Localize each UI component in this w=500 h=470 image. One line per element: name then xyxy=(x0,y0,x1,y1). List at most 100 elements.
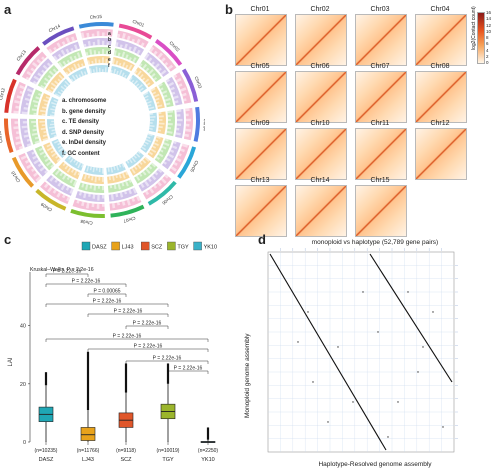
track-variation xyxy=(154,171,159,176)
legend-gene-density: b. gene density xyxy=(62,108,106,115)
track-variation xyxy=(101,203,105,207)
scattered-gene-pair xyxy=(432,311,434,313)
track-variation xyxy=(46,143,52,148)
track-variation xyxy=(102,49,105,55)
ring-letter-f: f xyxy=(108,63,110,70)
track-variation xyxy=(121,72,125,77)
track-variation xyxy=(44,77,50,82)
track-variation xyxy=(53,99,58,103)
track-variation xyxy=(52,189,57,194)
track-variation xyxy=(112,175,115,181)
track-variation xyxy=(131,38,135,43)
track-variation xyxy=(41,124,46,127)
track-arc xyxy=(51,138,68,158)
track-variation xyxy=(118,62,122,67)
track-variation xyxy=(112,58,116,65)
track-variation xyxy=(24,130,29,133)
track-arc xyxy=(68,67,88,83)
track-variation xyxy=(142,144,146,147)
track-variation xyxy=(139,87,144,92)
track-variation xyxy=(30,67,35,72)
comparison-p-value: P = 2.22e-16 xyxy=(134,344,163,350)
track-variation xyxy=(83,71,87,76)
track-variation xyxy=(128,64,133,71)
track-variation xyxy=(147,57,153,63)
track-variation xyxy=(151,61,155,66)
track-variation xyxy=(157,129,161,132)
track-variation xyxy=(89,49,93,56)
track-variation xyxy=(58,74,64,80)
track-variation xyxy=(136,195,141,202)
chromosome-label-Chr04: Chr04 xyxy=(202,118,205,131)
track-variation xyxy=(131,157,137,163)
track-variation xyxy=(46,161,52,167)
legend-label-TGY: TGY xyxy=(177,245,189,251)
track-variation xyxy=(58,62,64,68)
track-variation xyxy=(158,153,164,158)
comparison-bracket xyxy=(125,325,169,329)
count-YK10: (n=2250) xyxy=(198,448,218,454)
track-variation xyxy=(83,174,87,180)
track-variation xyxy=(153,142,159,147)
track-variation xyxy=(139,63,143,67)
track-variation xyxy=(44,157,50,163)
track-variation xyxy=(34,136,39,140)
track-variation xyxy=(54,179,58,183)
track-variation xyxy=(73,55,77,60)
track-variation xyxy=(167,122,173,126)
track-variation xyxy=(161,90,168,95)
track-variation xyxy=(68,156,72,160)
track-variation xyxy=(153,184,158,189)
track-variation xyxy=(152,145,157,149)
track-variation xyxy=(145,168,151,174)
track-variation xyxy=(95,66,98,73)
track-variation xyxy=(105,58,108,64)
track-variation xyxy=(102,69,104,73)
track-variation xyxy=(70,48,74,52)
heatmap-title-Chr02: Chr02 xyxy=(310,6,330,13)
track-variation xyxy=(50,108,56,111)
ring-letter-e: e xyxy=(108,56,111,63)
panel-label-a: a xyxy=(4,2,12,17)
track-variation xyxy=(56,42,62,48)
track-variation xyxy=(144,180,150,187)
track-variation xyxy=(26,70,32,76)
track-variation xyxy=(160,178,167,184)
track-variation xyxy=(33,112,37,116)
track-variation xyxy=(176,118,183,122)
track-variation xyxy=(19,85,25,90)
legend-indel-density: e. InDel density xyxy=(62,140,107,146)
legend-label-SCZ: SCZ xyxy=(151,245,163,251)
heatmap-title-Chr04: Chr04 xyxy=(430,6,450,13)
track-variation xyxy=(117,183,122,190)
track-variation xyxy=(136,49,141,55)
track-variation xyxy=(16,95,22,99)
track-variation xyxy=(80,71,84,77)
track-variation xyxy=(128,189,133,195)
circos-plot: Chr01Chr02Chr03Chr04Chr05Chr06Chr07Chr08… xyxy=(0,14,205,226)
ring-letter-b: b xyxy=(108,37,112,44)
panel-c: c DASZ LJ43 SCZ TGY YK10 40 20 0 LAI Kruskal–Wa… xyxy=(0,230,240,470)
track-variation xyxy=(181,92,187,97)
track-variation xyxy=(39,151,45,156)
box-plot: DASZ LJ43 SCZ TGY YK10 40 20 0 LAI Kruskal–Wall… xyxy=(8,241,218,463)
track-variation xyxy=(52,68,58,73)
track-variation xyxy=(18,145,23,150)
track-variation xyxy=(84,184,89,191)
heatmap-Chr09 xyxy=(235,128,287,180)
track-variation xyxy=(117,52,121,57)
track-variation xyxy=(94,176,97,183)
track-variation xyxy=(37,92,42,96)
track-variation xyxy=(50,164,55,169)
heatmap-title-Chr06: Chr06 xyxy=(310,63,330,70)
track-variation xyxy=(61,149,66,154)
track-variation xyxy=(168,153,175,159)
track-variation xyxy=(15,131,20,135)
track-variation xyxy=(113,166,116,171)
heatmap-title-Chr09: Chr09 xyxy=(250,120,270,127)
circos-legend: a. chromosome b. gene density c. TE dens… xyxy=(62,96,106,159)
track-variation xyxy=(39,120,46,123)
track-variation xyxy=(36,59,42,64)
track-variation xyxy=(142,170,147,176)
track-variation xyxy=(63,84,68,88)
